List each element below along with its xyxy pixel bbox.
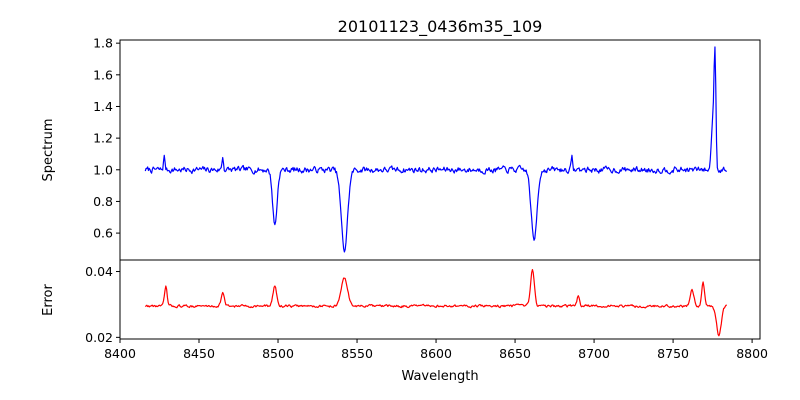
x-axis-label: Wavelength (401, 369, 478, 384)
error-y-axis-label: Error (41, 284, 56, 316)
x-tick-label: 8500 (262, 346, 294, 361)
error-series-group (144, 268, 727, 337)
spectrum-series-group (144, 46, 727, 253)
x-tick-label: 8400 (104, 346, 136, 361)
chart-title: 20101123_0436m35_109 (338, 17, 543, 37)
spectrum-y-ticks: 0.6 0.8 1.0 1.2 1.4 1.6 1.8 (93, 36, 120, 241)
error-line (144, 268, 727, 337)
y-tick-label: 0.8 (93, 194, 113, 209)
error-panel: 0.02 0.04 Error (41, 259, 761, 345)
x-tick-label: 8800 (736, 346, 768, 361)
y-tick-label: 0.6 (93, 226, 113, 241)
x-tick-label: 8600 (420, 346, 452, 361)
y-tick-label: 1.2 (93, 131, 113, 146)
y-tick-label: 0.04 (85, 264, 113, 279)
x-tick-label: 8550 (341, 346, 373, 361)
y-tick-label: 1.4 (93, 99, 113, 114)
error-y-ticks: 0.02 0.04 (85, 264, 120, 345)
y-tick-label: 1.0 (93, 162, 113, 177)
x-tick-label: 8650 (499, 346, 531, 361)
spectrum-y-axis-label: Spectrum (41, 119, 56, 182)
x-tick-label: 8700 (578, 346, 610, 361)
x-tick-label: 8450 (183, 346, 215, 361)
error-axes-frame (119, 259, 761, 340)
x-ticks: 8400 8450 8500 8550 8600 8650 8700 8750 8800 (104, 339, 768, 361)
y-tick-label: 1.6 (93, 67, 113, 82)
spectrum-line (144, 46, 727, 253)
x-tick-label: 8750 (657, 346, 689, 361)
y-tick-label: 1.8 (93, 36, 113, 51)
y-tick-label: 0.02 (85, 330, 113, 345)
